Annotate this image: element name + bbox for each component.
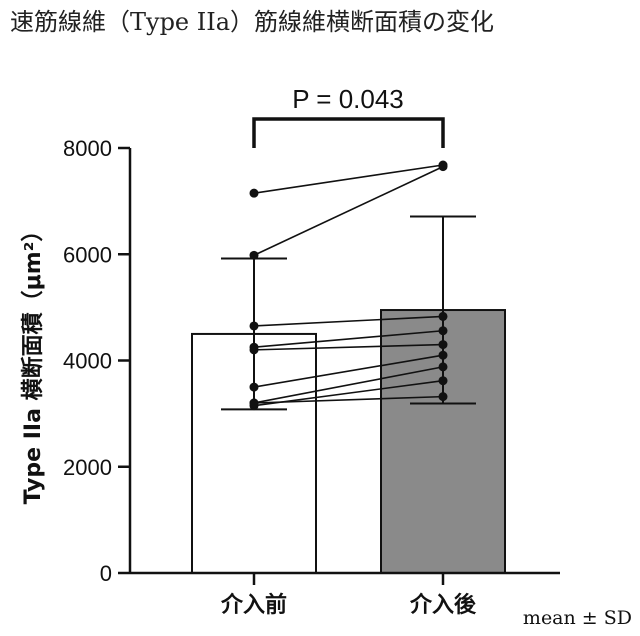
footnote: mean ± SD xyxy=(523,607,632,629)
paired-line-5 xyxy=(253,343,444,351)
y-tick-label-6000: 6000 xyxy=(63,242,112,267)
significance-label: P = 0.043 xyxy=(292,84,404,114)
y-tick-label-2000: 2000 xyxy=(63,455,112,480)
y-tick-label-4000: 4000 xyxy=(63,349,112,374)
data-point-5-1 xyxy=(249,345,259,355)
paired-line-2 xyxy=(253,165,444,257)
data-point-3-1 xyxy=(249,321,259,331)
data-point-1-1 xyxy=(249,188,259,198)
paired-line-1 xyxy=(253,164,444,194)
data-point-6-2 xyxy=(438,350,448,360)
y-tick-label-8000: 8000 xyxy=(63,136,112,161)
plot-area: 0 2000 4000 6000 8000 介入前 介入後 xyxy=(63,117,560,618)
data-point-9-2 xyxy=(438,392,448,402)
data-point-5-2 xyxy=(438,340,448,350)
paired-line-7 xyxy=(253,366,444,404)
data-point-6-1 xyxy=(249,382,259,392)
data-point-4-2 xyxy=(438,326,448,336)
x-tick-label-1: 介入前 xyxy=(220,592,287,618)
data-point-7-2 xyxy=(438,362,448,372)
data-point-3-2 xyxy=(438,311,448,321)
paired-line-4 xyxy=(253,329,444,349)
y-axis-label: Type IIa 横断面積（μm²） xyxy=(20,220,46,505)
paired-line-3 xyxy=(253,315,444,327)
y-tick-label-0: 0 xyxy=(100,561,112,586)
paired-line-9 xyxy=(253,395,444,404)
chart-title: 速筋線維（Type IIa）筋線維横断面積の変化 xyxy=(10,8,494,36)
x-tick-label-2: 介入後 xyxy=(409,592,477,618)
data-point-8-2 xyxy=(438,376,448,386)
data-point-2-1 xyxy=(249,250,259,260)
data-point-2-2 xyxy=(438,162,448,172)
paired-line-6 xyxy=(253,354,444,388)
significance-bracket xyxy=(252,117,445,148)
data-point-9-1 xyxy=(249,398,259,408)
